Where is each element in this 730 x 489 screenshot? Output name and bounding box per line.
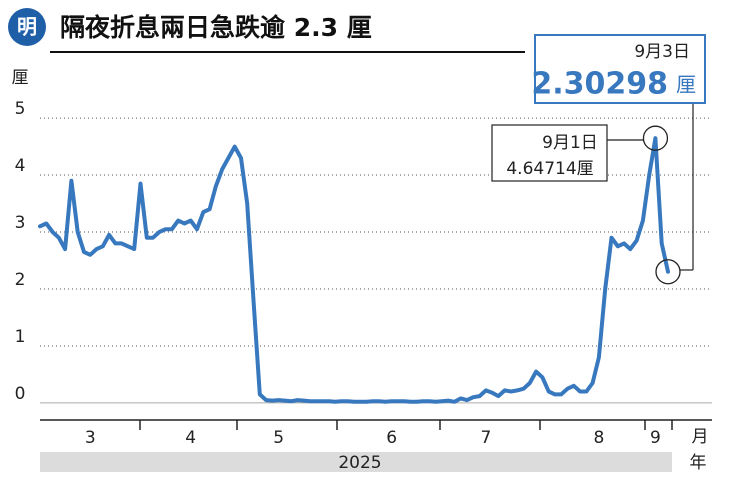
y-tick-label: 4 [15,156,26,176]
logo-badge [8,8,46,46]
year-unit: 年 [690,453,707,473]
chart-title: 隔夜折息兩日急跌逾 2.3 厘 [60,13,372,42]
month-unit: 月 [692,427,709,447]
x-tick-label: 7 [480,428,491,448]
x-tick-label: 4 [185,428,196,448]
x-tick-label: 5 [273,428,284,448]
x-tick-label: 8 [594,428,605,448]
y-tick-label: 2 [15,270,26,290]
data-line [38,136,670,404]
x-tick-label: 9 [650,428,661,448]
logo: 明 [17,15,37,39]
year-label: 2025 [338,453,381,473]
callout-value: 2.30298 [531,67,668,102]
callouts: 9月3日 2.30298 厘 9月1日 4.64714厘 [491,34,706,271]
x-tick-label: 6 [386,428,397,448]
year-band [40,452,672,472]
y-tick-label: 0 [15,384,26,404]
month-dividers [139,420,673,430]
callout-date: 9月1日 [542,133,598,153]
callout-box [491,124,608,182]
highlight-ring [642,125,669,151]
callout-box [534,34,706,104]
y-tick-label: 3 [15,213,26,233]
highlight-ring [655,259,681,285]
y-tick-label: 5 [15,99,26,119]
y-tick-label: 1 [15,327,26,347]
x-tick-label: 3 [85,428,96,448]
callout-text: 4.64714厘 [506,159,593,179]
callout-date: 9月3日 [634,42,690,62]
y-axis-label: 厘 [12,68,29,88]
callout-unit: 厘 [676,73,696,97]
